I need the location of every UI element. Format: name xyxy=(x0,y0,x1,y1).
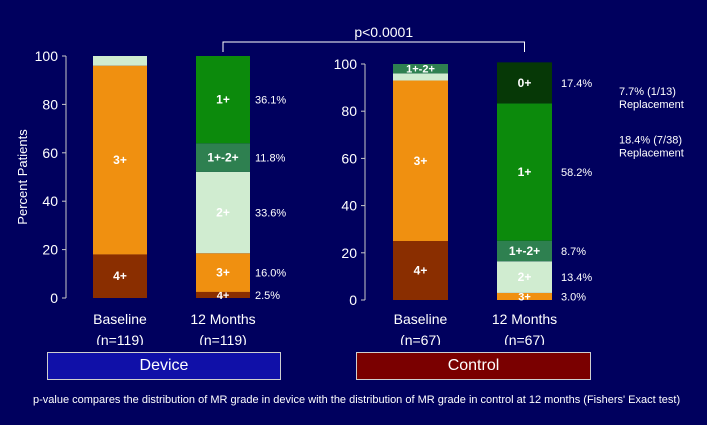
device-segment-pct-3plus: 16.0% xyxy=(255,268,286,280)
control-tick-label: 40 xyxy=(341,198,357,214)
control-bar-segment-4plus xyxy=(393,241,448,300)
device-bar-segment-3plus xyxy=(196,253,250,292)
control-segment-label-1plus-2plus: 1+-2+ xyxy=(509,244,540,258)
device-tick-label: 60 xyxy=(42,145,58,161)
control-bar-segment-3plus xyxy=(393,80,448,242)
device-segment-pct-2plus: 33.6% xyxy=(255,208,286,220)
device-segment-pct-1plus-2plus: 11.8% xyxy=(255,153,286,165)
device-segment-pct-1plus: 36.1% xyxy=(255,95,286,107)
control-segment-label-3plus: 3+ xyxy=(518,291,531,303)
device-bar-segment-1plus xyxy=(196,56,250,144)
control-group-label: Control xyxy=(356,352,591,380)
control-segment-label-1plus-2plus: 1+-2+ xyxy=(406,64,435,76)
control-segment-pct-1plus: 58.2% xyxy=(561,167,592,179)
device-bar-segment-4plus xyxy=(93,254,147,298)
control-segment-label-4plus: 4+ xyxy=(414,264,428,278)
device-tick-label: 40 xyxy=(42,193,58,209)
device-segment-label-3plus: 3+ xyxy=(113,153,127,167)
control-segment-pct-0plus: 17.4% xyxy=(561,78,592,90)
device-bar-segment-2plus xyxy=(93,56,147,66)
device-bar-segment-1plus-2plus xyxy=(196,143,250,172)
control-group-text: Control xyxy=(447,357,500,374)
device-bar-segment-3plus xyxy=(93,65,147,255)
device-tick-label: 80 xyxy=(42,96,58,112)
pvalue-bracket xyxy=(222,41,525,52)
stacked-bar-charts: 0 20 40 60 80 100 Percent Patients 4+ 3+ Baseline… xyxy=(15,24,684,345)
control-bar-segment-1plus-2plus xyxy=(393,64,448,74)
pvalue-label: p<0.0001 xyxy=(354,24,413,40)
control-segment-label-2plus: 2+ xyxy=(518,270,532,284)
device-tick-label: 20 xyxy=(42,242,58,258)
device-segment-label-1plus: 1+ xyxy=(216,93,230,107)
device-segment-label-4plus: 4+ xyxy=(113,269,127,283)
control-tick-label: 80 xyxy=(341,103,357,119)
device-segment-pct-4plus: 2.5% xyxy=(255,290,280,302)
device-tick-label: 100 xyxy=(35,48,59,64)
device-segment-label-2plus: 2+ xyxy=(216,206,230,220)
control-bar-segment-2plus xyxy=(393,73,448,81)
device-bar-segment-4plus xyxy=(196,291,250,298)
device-category-label: 12 Months xyxy=(190,311,255,327)
device-segment-label-3plus: 3+ xyxy=(216,266,230,280)
control-tick-label: 100 xyxy=(334,56,358,72)
replacement-annotation-label: Replacement xyxy=(619,99,684,111)
control-tick-label: 60 xyxy=(341,150,357,166)
control-bar-segment-1plus-2plus xyxy=(497,240,552,262)
footnote: p-value compares the distribution of MR … xyxy=(33,394,681,406)
replacement-annotation-value: 18.4% (7/38) xyxy=(619,135,682,147)
device-category-label: Baseline xyxy=(93,311,147,327)
device-group-label: Device xyxy=(47,352,281,380)
device-bar-segment-2plus xyxy=(196,171,250,254)
control-segment-label-3plus: 3+ xyxy=(414,154,428,168)
control-segment-pct-2plus: 13.4% xyxy=(561,272,592,284)
control-bar-segment-1plus xyxy=(497,103,552,241)
device-category-n: (n=119) xyxy=(199,332,247,345)
device-group-text: Device xyxy=(139,357,189,374)
control-segment-pct-1plus-2plus: 8.7% xyxy=(561,246,586,258)
control-tick-label: 20 xyxy=(341,245,357,261)
control-bar-segment-2plus xyxy=(497,261,552,293)
control-category-label: Baseline xyxy=(394,311,448,327)
control-category-n: (n=67) xyxy=(400,332,441,345)
device-segment-label-4plus: 4+ xyxy=(217,290,230,302)
control-segment-label-1plus: 1+ xyxy=(518,165,532,179)
device-segment-label-1plus-2plus: 1+-2+ xyxy=(207,151,238,165)
control-segment-label-0plus: 0+ xyxy=(518,76,532,90)
control-category-label: 12 Months xyxy=(492,311,557,327)
control-bar-segment-0plus xyxy=(497,62,552,104)
device-category-n: (n=119) xyxy=(96,332,144,345)
control-bar-segment-3plus xyxy=(497,292,552,300)
replacement-annotation-label: Replacement xyxy=(619,148,684,160)
y-axis-title: Percent Patients xyxy=(15,129,30,225)
replacement-annotation-value: 7.7% (1/13) xyxy=(619,86,676,98)
device-tick-label: 0 xyxy=(50,290,58,306)
control-tick-label: 0 xyxy=(349,292,357,308)
control-segment-pct-3plus: 3.0% xyxy=(561,291,586,303)
control-category-n: (n=67) xyxy=(504,332,545,345)
